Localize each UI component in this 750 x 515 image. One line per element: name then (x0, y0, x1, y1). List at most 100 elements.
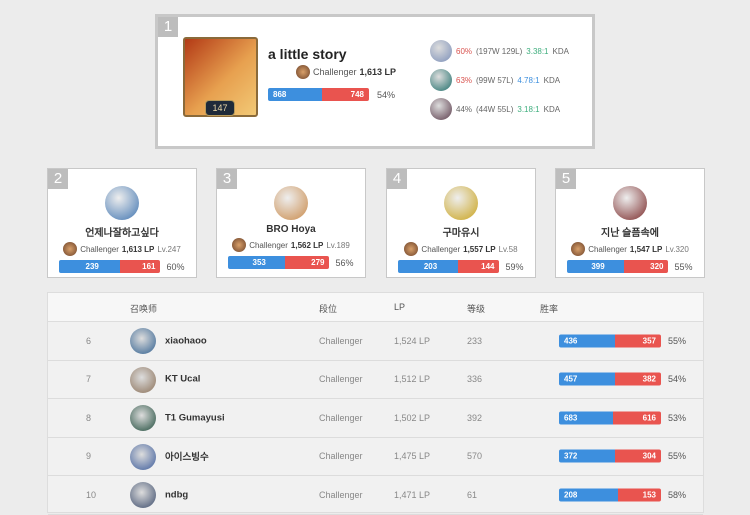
player-name[interactable]: 아이스빙수 (165, 452, 209, 464)
player-name[interactable]: ndbg (165, 489, 189, 501)
challenger-emblem-icon (404, 242, 419, 256)
lp: 1,613 LP (121, 244, 155, 254)
winloss-bar: 372 304 (559, 449, 661, 463)
table-row[interactable]: 10 ndbg Challenger 1,471 LP 61 208 153 58… (48, 476, 703, 515)
player-name[interactable]: BRO Hoya (266, 224, 316, 235)
level: 233 (467, 335, 483, 346)
champion-stat[interactable]: 44% (44W 55L) 3.18:1 KDA (430, 98, 560, 120)
profile-icon (130, 405, 156, 431)
winrate: 59% (505, 261, 524, 272)
tier-name: Challenger (421, 244, 461, 254)
champion-icon (430, 40, 452, 62)
champion-stat[interactable]: 60% (197W 129L) 3.38:1 KDA (430, 40, 569, 62)
champion-kda: 3.38:1 (526, 46, 549, 56)
header-winrate: 胜率 (540, 304, 559, 314)
champion-icon (430, 69, 452, 91)
winrate: 54% (377, 90, 396, 100)
winloss-bar: 436 357 (559, 334, 661, 348)
wins: 208 (559, 488, 618, 502)
table-row[interactable]: 9 아이스빙수 Challenger 1,475 LP 570 372 304 5… (48, 438, 703, 476)
player-name[interactable]: a little story (268, 46, 347, 62)
lp: 1,512 LP (394, 374, 431, 385)
wins: 372 (559, 449, 616, 463)
lp: 1,557 LP (463, 244, 496, 254)
tier: Challenger (319, 335, 363, 346)
rank: 6 (86, 335, 92, 346)
header-level: 等级 (467, 304, 486, 314)
lp: 1,524 LP (394, 335, 431, 346)
losses: 161 (119, 260, 161, 273)
table-row[interactable]: 8 T1 Gumayusi Challenger 1,502 LP 392 68… (48, 399, 703, 438)
table-row[interactable]: 6 xiaohaoo Challenger 1,524 LP 233 436 35… (48, 322, 703, 361)
top-player-card[interactable]: 1 147 a little story Challenger 1,613 LP … (155, 14, 595, 149)
champion-record: (99W 57L) (476, 75, 514, 85)
winrate: 58% (668, 489, 687, 500)
player-name[interactable]: T1 Gumayusi (165, 412, 225, 424)
tier-info: Challenger 1,613 LP Lv.247 (48, 242, 196, 256)
player-card[interactable]: 2 언제나잘하고싶다 Challenger 1,613 LP Lv.247 239 1… (47, 168, 197, 278)
tier-name: Challenger (80, 244, 119, 254)
wins: 683 (559, 411, 613, 425)
header-tier: 段位 (319, 304, 338, 314)
challenger-emblem-icon (296, 65, 310, 79)
table-header: 召唤师 段位 LP 等级 胜率 (48, 293, 703, 322)
champion-kda: 4.78:1 (517, 75, 540, 85)
tier-info: Challenger 1,557 LP Lv.58 (387, 242, 535, 256)
winrate: 55% (674, 261, 693, 272)
player-name[interactable]: xiaohaoo (165, 335, 207, 347)
winloss-bar: 208 153 (559, 488, 661, 502)
wins: 436 (559, 334, 616, 348)
rank: 9 (86, 451, 92, 462)
losses: 279 (284, 256, 330, 269)
winloss-bar: 683 616 (559, 411, 661, 425)
winloss-bar: 457 382 (559, 372, 661, 386)
wins: 868 (268, 88, 323, 101)
champion-winrate: 44% (456, 104, 473, 114)
rank: 8 (86, 412, 92, 423)
lp: 1,471 LP (394, 489, 431, 500)
player-card[interactable]: 5 지난 슬픔속에 Challenger 1,547 LP Lv.320 399 32… (555, 168, 705, 278)
profile-icon (613, 186, 647, 220)
table-row[interactable]: 7 KT Ucal Challenger 1,512 LP 336 457 382… (48, 361, 703, 399)
profile-icon (130, 366, 156, 393)
winrate: 55% (668, 451, 687, 462)
tier-info: Challenger 1,613 LP (296, 65, 396, 79)
header-lp: LP (394, 302, 406, 312)
champion-stat[interactable]: 63% (99W 57L) 4.78:1 KDA (430, 69, 560, 91)
profile-icon (274, 186, 308, 220)
tier-name: Challenger (588, 244, 627, 254)
lp: 1,562 LP (290, 240, 324, 250)
header-summoner: 召唤师 (130, 304, 158, 314)
level-badge: 147 (205, 100, 235, 116)
champion-winrate: 63% (456, 75, 473, 85)
player-name[interactable]: 언제나잘하고싶다 (85, 228, 159, 239)
wins: 203 (398, 260, 458, 273)
winrate: 60% (166, 261, 185, 272)
profile-icon (130, 482, 156, 508)
player-name[interactable]: KT Ucal (165, 373, 201, 385)
losses: 144 (457, 260, 500, 273)
profile-icon (130, 443, 156, 470)
tier-info: Challenger 1,547 LP Lv.320 (556, 242, 704, 256)
kda-label: KDA (543, 104, 561, 114)
wins: 399 (567, 260, 624, 273)
winloss-bar: 203 144 (398, 260, 500, 273)
wins: 353 (228, 256, 285, 269)
rank-badge: 5 (556, 169, 576, 189)
tier-name: Challenger (313, 67, 357, 77)
player-card[interactable]: 3 BRO Hoya Challenger 1,562 LP Lv.189 353 2… (216, 168, 366, 278)
losses: 357 (615, 334, 661, 348)
tier: Challenger (319, 489, 363, 500)
player-card[interactable]: 4 구마유시 Challenger 1,557 LP Lv.58 203 144 59… (386, 168, 536, 278)
level: Lv.189 (326, 240, 350, 250)
winloss-bar: 353 279 (228, 256, 330, 269)
champion-record: (44W 55L) (476, 104, 514, 114)
challenger-emblem-icon (63, 242, 78, 256)
ranking-table: 召唤师 段位 LP 等级 胜率 6 xiaohaoo Challenger 1,… (47, 292, 704, 515)
kda-label: KDA (543, 75, 561, 85)
player-name[interactable]: 구마유시 (442, 228, 480, 239)
rank-badge: 1 (158, 17, 178, 37)
losses: 748 (322, 88, 369, 101)
champion-record: (197W 129L) (476, 46, 523, 56)
player-name[interactable]: 지난 슬픔속에 (601, 228, 659, 239)
